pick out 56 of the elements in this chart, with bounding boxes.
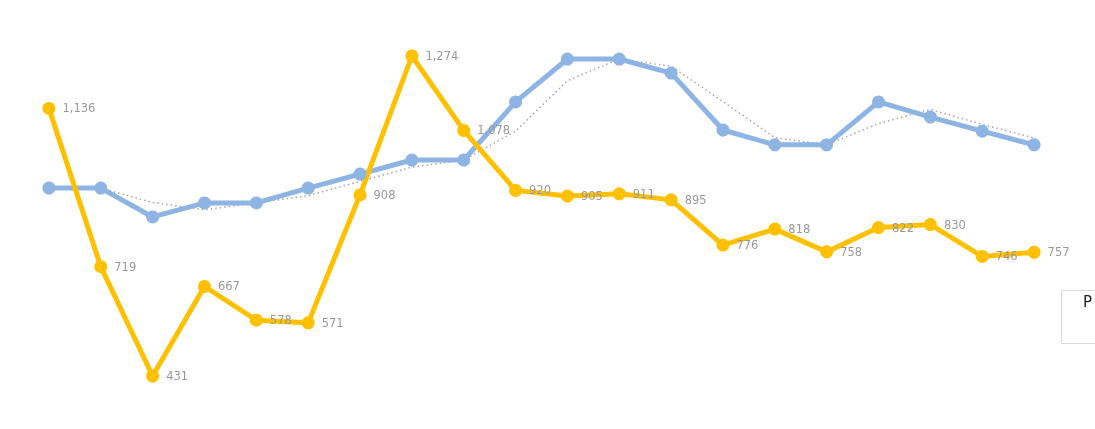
point bbox=[42, 101, 56, 115]
data-label: 758 bbox=[840, 244, 863, 259]
point bbox=[197, 279, 211, 293]
point bbox=[664, 66, 678, 80]
point bbox=[716, 238, 730, 252]
point bbox=[1027, 138, 1041, 152]
point bbox=[975, 124, 989, 138]
data-label: 746 bbox=[995, 249, 1018, 264]
point bbox=[612, 187, 626, 201]
point bbox=[768, 222, 782, 236]
point bbox=[457, 153, 471, 167]
data-label: 667 bbox=[217, 279, 240, 294]
point bbox=[975, 249, 989, 263]
data-label: 911 bbox=[632, 186, 655, 201]
point bbox=[94, 181, 108, 195]
data-label: 895 bbox=[684, 192, 707, 207]
point bbox=[509, 95, 523, 109]
point bbox=[612, 52, 626, 66]
data-label: 719 bbox=[114, 259, 137, 274]
data-label: 571 bbox=[321, 315, 344, 330]
point bbox=[249, 313, 263, 327]
point bbox=[820, 245, 834, 259]
point bbox=[768, 138, 782, 152]
data-label: 908 bbox=[373, 187, 396, 202]
point bbox=[249, 196, 263, 210]
point bbox=[301, 181, 315, 195]
point bbox=[560, 189, 574, 203]
point bbox=[353, 188, 367, 202]
point bbox=[872, 221, 886, 235]
point bbox=[405, 153, 419, 167]
data-label: 1,274 bbox=[425, 49, 459, 63]
point bbox=[560, 52, 574, 66]
point bbox=[923, 218, 937, 232]
point bbox=[301, 316, 315, 330]
point bbox=[197, 196, 211, 210]
point bbox=[509, 183, 523, 197]
point bbox=[405, 49, 419, 63]
data-label: 830 bbox=[943, 217, 966, 232]
point bbox=[42, 181, 56, 195]
point bbox=[94, 260, 108, 274]
point bbox=[353, 167, 367, 181]
point bbox=[716, 123, 730, 137]
point bbox=[1027, 245, 1041, 259]
point bbox=[872, 95, 886, 109]
legend-title: P bbox=[1083, 292, 1093, 311]
point bbox=[664, 193, 678, 207]
data-label: 431 bbox=[166, 369, 189, 383]
point bbox=[457, 123, 471, 137]
point bbox=[923, 110, 937, 124]
point bbox=[146, 210, 160, 224]
data-label: 757 bbox=[1047, 245, 1070, 260]
point bbox=[146, 369, 160, 383]
point bbox=[820, 138, 834, 152]
data-label: 1,136 bbox=[62, 101, 96, 116]
data-label: 818 bbox=[788, 222, 811, 237]
data-label: 776 bbox=[736, 238, 759, 253]
